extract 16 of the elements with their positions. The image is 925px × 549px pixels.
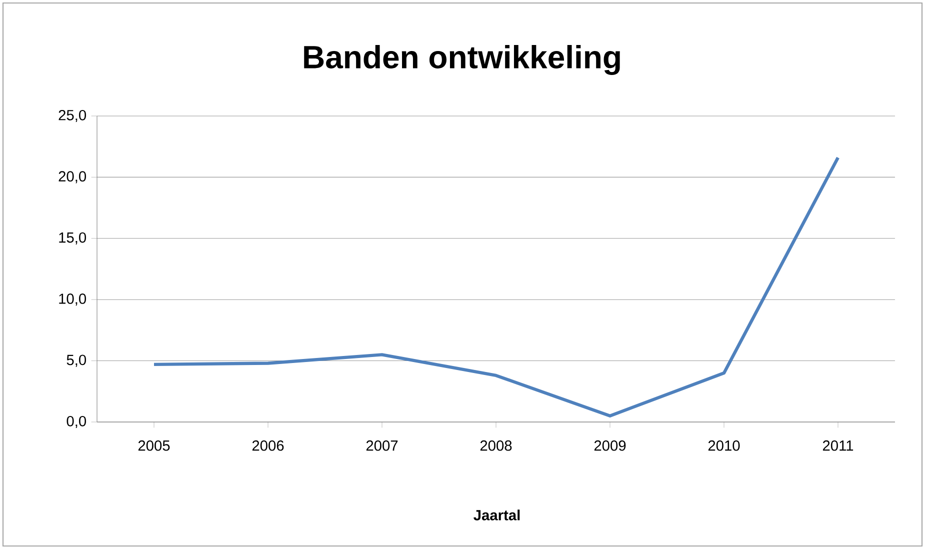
x-tick-label: 2011	[822, 440, 854, 451]
y-tick-label: 15,0	[59, 232, 86, 244]
y-tick-label: 10,0	[59, 294, 86, 306]
x-axis-title: Jaartal	[474, 510, 520, 520]
x-tick-label: 2006	[252, 440, 284, 451]
x-tick-label: 2008	[480, 440, 512, 451]
y-tick-label: 0,0	[66, 416, 86, 428]
chart-title: Banden ontwikkeling	[304, 45, 620, 75]
y-tick-label: 5,0	[66, 354, 86, 367]
x-tick-label: 2009	[594, 440, 626, 451]
y-tick-label: 25,0	[58, 110, 86, 122]
y-tick-label: 20,0	[58, 171, 86, 184]
x-tick-label: 2005	[138, 440, 170, 451]
x-tick-label: 2007	[366, 440, 398, 451]
line-series	[152, 156, 840, 418]
x-tick-label: 2010	[708, 440, 740, 451]
